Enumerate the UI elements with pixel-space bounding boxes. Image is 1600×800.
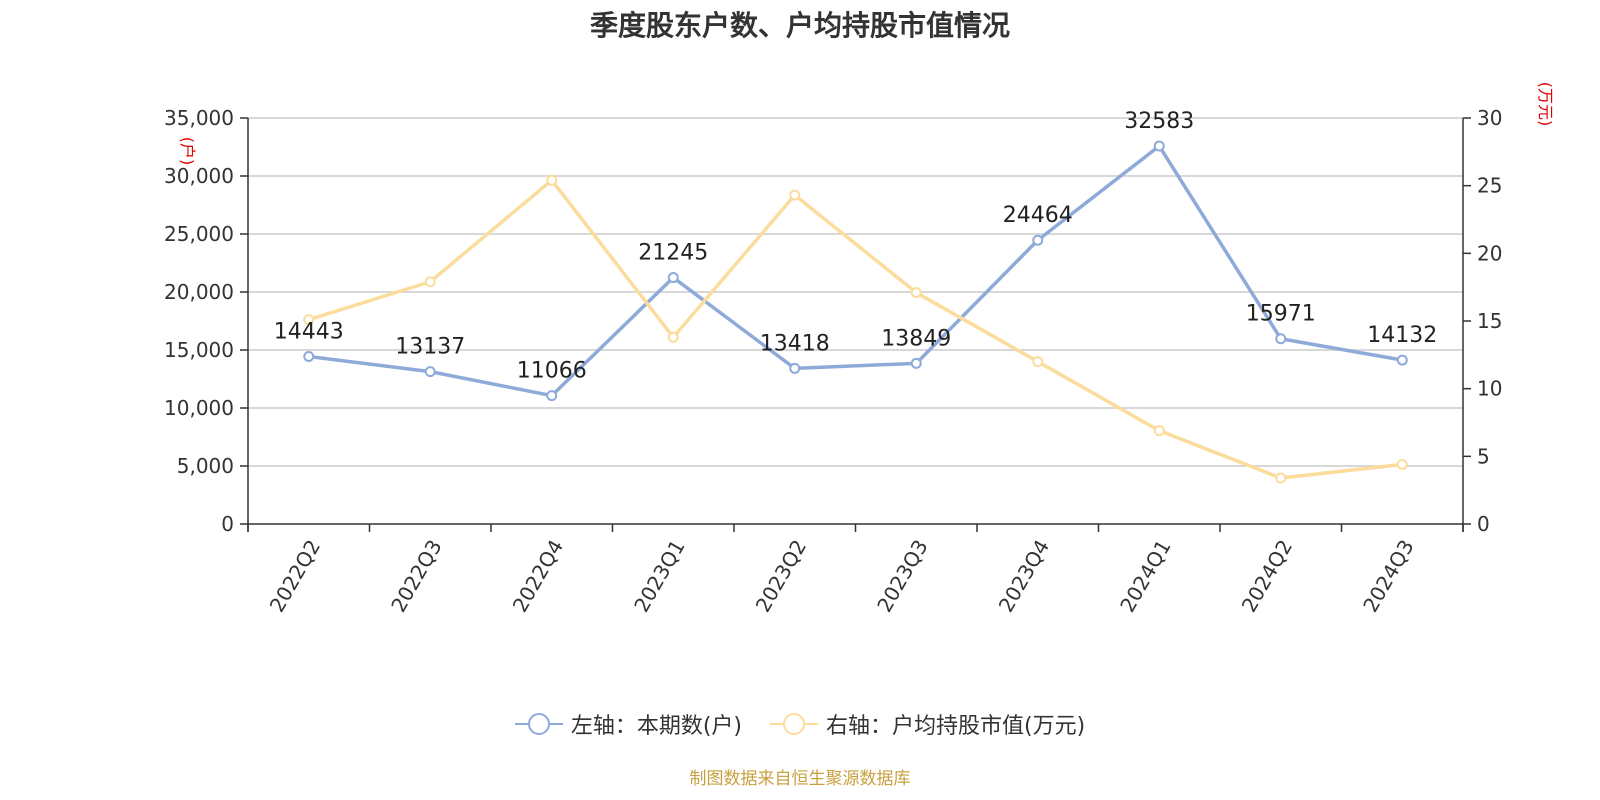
right-series-line xyxy=(308,178,1403,480)
x-tick-label: 2023Q4 xyxy=(994,536,1054,617)
legend-right-label: 右轴：户均持股市值(万元) xyxy=(826,714,1086,739)
left-tick-label: 10,000 xyxy=(164,396,234,420)
left-series-point xyxy=(910,357,922,369)
legend-left-series-icon xyxy=(514,712,563,736)
right-series-point xyxy=(1396,458,1408,470)
right-series-point xyxy=(303,314,315,326)
left-tick-label: 0 xyxy=(221,512,234,536)
left-series-point xyxy=(667,272,679,284)
right-axis-unit: (万元) xyxy=(1536,82,1555,127)
left-series-point xyxy=(1032,234,1044,246)
left-series-data-label: 14132 xyxy=(1367,323,1437,348)
left-series-data-label: 14443 xyxy=(274,319,344,344)
x-tick-label: 2022Q4 xyxy=(508,536,568,617)
grid-lines xyxy=(248,117,1463,467)
x-tick-label: 2024Q3 xyxy=(1358,536,1418,617)
left-series-point xyxy=(789,362,801,374)
left-series-data-label: 13849 xyxy=(881,326,951,351)
x-tick-label: 2024Q1 xyxy=(1115,536,1175,617)
left-tick-label: 5,000 xyxy=(177,454,234,478)
right-series-point xyxy=(667,331,679,343)
left-series-data-label: 24464 xyxy=(1003,203,1073,228)
right-series-point xyxy=(424,276,436,288)
left-series-data-label: 21245 xyxy=(638,241,708,266)
chart-canvas: 0 5,000 10,000 15,000 20,000 25,000 30,000 35,0… xyxy=(164,82,1555,617)
left-series-data-label: 32583 xyxy=(1124,109,1194,134)
x-tick-label: 2022Q3 xyxy=(386,536,446,617)
right-series-point xyxy=(789,189,801,201)
legend: 左轴：本期数(户) 右轴：户均持股市值(万元) xyxy=(0,708,1600,740)
legend-item-right-axis[interactable]: 右轴：户均持股市值(万元) xyxy=(770,708,1085,740)
left-tick-label: 35,000 xyxy=(164,106,234,130)
x-tick-label: 2022Q2 xyxy=(265,536,325,617)
right-tick-label: 25 xyxy=(1477,174,1502,198)
right-tick-label: 30 xyxy=(1477,106,1502,130)
left-tick-label: 25,000 xyxy=(164,222,234,246)
right-series-point xyxy=(1032,356,1044,368)
left-series-point xyxy=(424,366,436,378)
right-series-point xyxy=(1153,425,1165,437)
series-lines xyxy=(303,140,1408,484)
right-tick-label: 5 xyxy=(1477,444,1490,468)
left-series-point xyxy=(1153,140,1165,152)
left-series-point xyxy=(1396,354,1408,366)
left-series-point xyxy=(303,350,315,362)
left-series-point xyxy=(546,390,558,402)
right-series-point xyxy=(1275,472,1287,484)
left-series-line xyxy=(308,144,1403,398)
left-tick-label: 30,000 xyxy=(164,164,234,188)
source-note: 制图数据来自恒生聚源数据库 xyxy=(689,769,911,789)
right-series-point xyxy=(546,174,558,186)
x-tick-label: 2024Q2 xyxy=(1237,536,1297,617)
legend-item-left-axis[interactable]: 左轴：本期数(户) xyxy=(514,708,742,740)
right-tick-label: 10 xyxy=(1477,377,1502,401)
right-series-point xyxy=(910,287,922,299)
left-tick-label: 15,000 xyxy=(164,338,234,362)
legend-left-label: 左轴：本期数(户) xyxy=(570,714,742,739)
left-series-data-label: 11066 xyxy=(517,359,587,384)
right-tick-label: 20 xyxy=(1477,241,1502,265)
legend-right-series-icon xyxy=(770,712,818,736)
x-tick-label: 2023Q3 xyxy=(872,536,932,617)
chart-title: 季度股东户数、户均持股市值情况 xyxy=(589,9,1010,42)
x-tick-label: 2023Q1 xyxy=(629,536,689,617)
left-series-data-label: 15971 xyxy=(1246,302,1316,327)
left-axis-unit: (户) xyxy=(178,137,197,166)
data-labels: 14443 13137 11066 21245 13418 13849 24464 32583… xyxy=(274,109,1438,384)
left-series-point xyxy=(1275,333,1287,345)
left-tick-label: 20,000 xyxy=(164,280,234,304)
x-tick-label: 2023Q2 xyxy=(751,536,811,617)
left-series-data-label: 13418 xyxy=(760,331,830,356)
right-tick-label: 15 xyxy=(1477,309,1502,333)
right-tick-label: 0 xyxy=(1477,512,1490,536)
left-series-data-label: 13137 xyxy=(395,335,465,360)
